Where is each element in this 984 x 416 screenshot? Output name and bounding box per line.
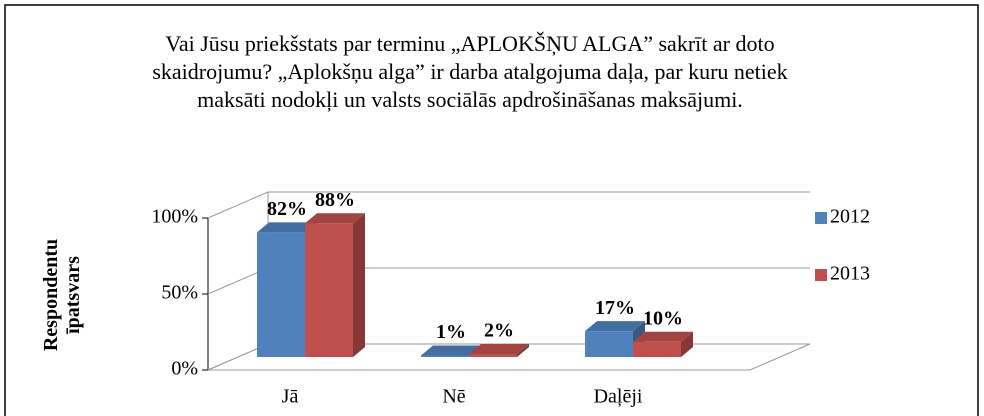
bar-top xyxy=(469,343,529,354)
x-tick-label: Jā xyxy=(282,386,299,408)
value-label: 10% xyxy=(643,307,683,329)
bar-top xyxy=(257,222,317,233)
bar xyxy=(585,331,633,357)
bar xyxy=(257,232,305,357)
bar-side xyxy=(353,213,365,357)
bar xyxy=(305,223,353,357)
grid-line xyxy=(207,191,810,219)
bar xyxy=(421,355,469,357)
legend-label: 2013 xyxy=(830,263,870,285)
y-tick-label: 50% xyxy=(161,282,198,304)
legend-swatch xyxy=(815,212,827,224)
bar xyxy=(469,353,517,357)
bar-side xyxy=(517,343,529,357)
value-label: 2% xyxy=(484,320,514,342)
bar xyxy=(633,341,681,357)
x-tick-label: Daļēji xyxy=(594,386,643,408)
bar-top xyxy=(585,321,645,332)
value-label: 1% xyxy=(436,321,466,343)
y-tick-label: 0% xyxy=(171,358,198,380)
bar-top xyxy=(633,331,693,342)
value-label: 88% xyxy=(315,189,355,211)
bar-top xyxy=(305,213,365,224)
chart-title: Vai Jūsu priekšstats par terminu „APLOKŠ… xyxy=(152,31,788,112)
x-tick-label: Nē xyxy=(442,386,465,408)
y-axis-label: Respondentu īpatsvars xyxy=(40,238,84,352)
value-label: 82% xyxy=(267,198,307,220)
y-tick-label: 100% xyxy=(151,206,198,228)
value-label: 17% xyxy=(595,297,635,319)
legend-swatch xyxy=(815,269,827,281)
legend-label: 2012 xyxy=(830,206,870,228)
bar-side xyxy=(681,331,693,357)
bar-top xyxy=(421,345,481,356)
